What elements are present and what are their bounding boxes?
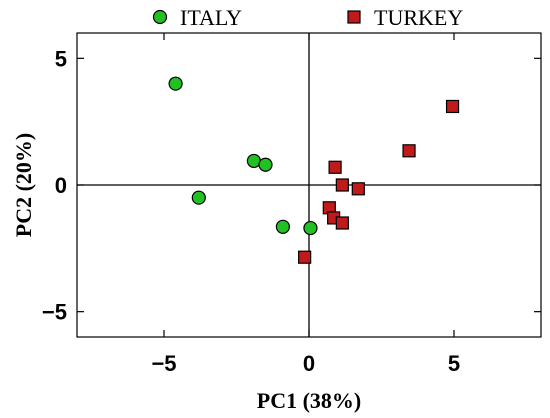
data-points — [168, 76, 460, 264]
turkey-point — [298, 250, 312, 264]
legend-marker-italy — [152, 9, 168, 25]
italy-point — [258, 157, 273, 172]
italy-point — [275, 219, 290, 234]
turkey-point — [328, 160, 342, 174]
italy-point — [168, 76, 183, 91]
turkey-point — [445, 99, 460, 114]
x-tick-label: 5 — [448, 351, 460, 376]
x-tick-label: 0 — [303, 351, 315, 376]
x-tick-label: −5 — [151, 351, 176, 376]
y-tick-label: −5 — [42, 300, 67, 325]
italy-point — [191, 190, 206, 205]
legend-label-turkey: TURKEY — [374, 5, 463, 30]
legend-marker-turkey — [347, 10, 361, 24]
turkey-point — [402, 144, 416, 158]
axis-ticks: −5 0 5 −5 0 5 — [42, 33, 541, 376]
italy-point — [303, 220, 318, 236]
turkey-point — [335, 216, 349, 230]
legend-label-italy: ITALY — [180, 5, 242, 30]
y-tick-label: 5 — [55, 46, 67, 71]
y-axis-label: PC2 (20%) — [11, 133, 36, 237]
legend: ITALY TURKEY — [152, 5, 463, 30]
turkey-point — [351, 182, 365, 196]
turkey-point — [335, 178, 349, 192]
x-axis-label: PC1 (38%) — [257, 388, 361, 413]
y-tick-label: 0 — [55, 173, 67, 198]
